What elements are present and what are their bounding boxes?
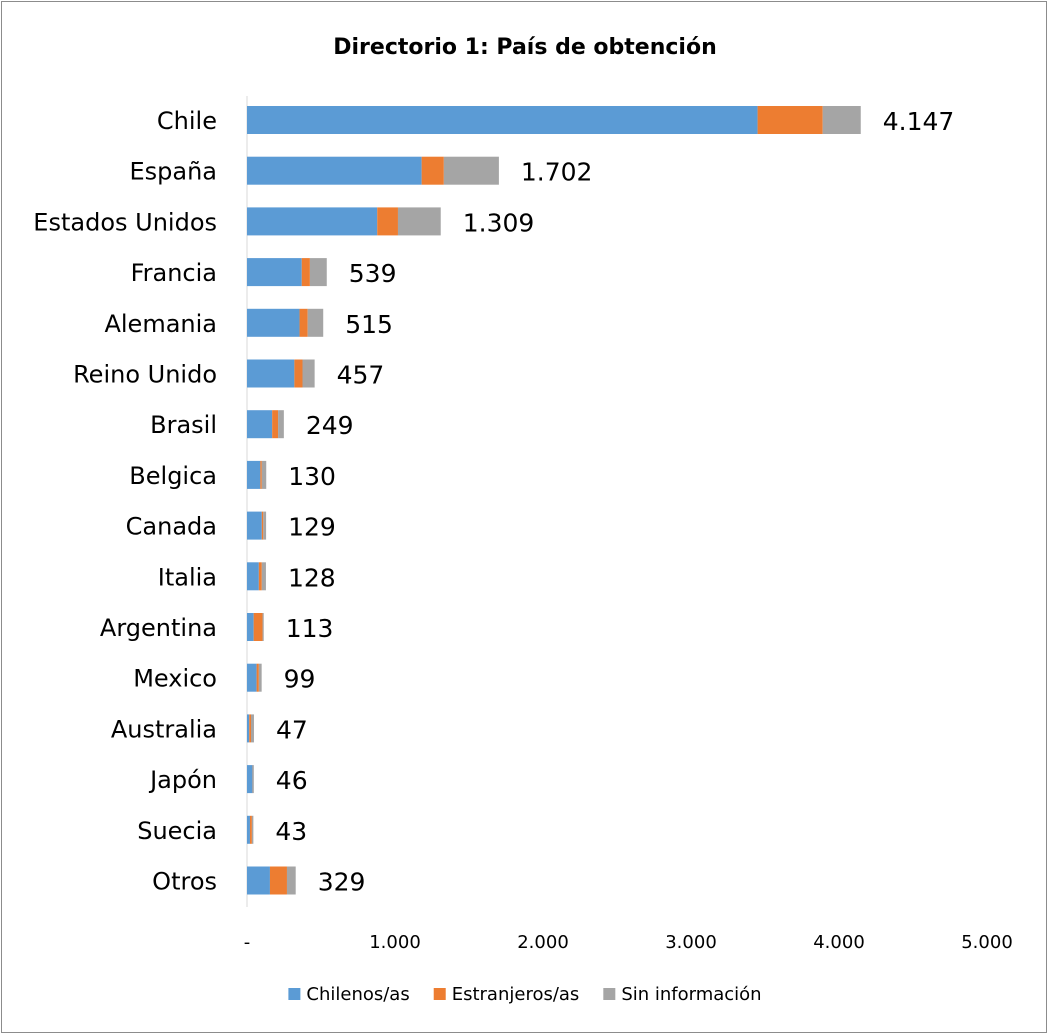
total-label: 99	[284, 665, 316, 694]
bar-segment-sin-informaci-n	[263, 511, 267, 540]
bar-segment-estranjeros-as	[261, 511, 264, 540]
category-label: Argentina	[100, 614, 217, 642]
bar-segment-estranjeros-as	[260, 460, 262, 489]
bar-segment-estranjeros-as	[258, 562, 262, 591]
category-label: Brasil	[150, 411, 217, 439]
bar-segment-sin-informaci-n	[397, 207, 441, 236]
category-label: Italia	[158, 563, 217, 591]
bar-segment-chilenos-as	[247, 106, 758, 134]
bar-segment-sin-informaci-n	[250, 714, 254, 743]
category-label: Alemania	[104, 310, 217, 338]
bar-segment-estranjeros-as	[421, 156, 444, 185]
legend-swatch	[288, 988, 301, 1000]
bar-segment-chilenos-as	[247, 359, 295, 388]
bar-segment-sin-informaci-n	[278, 410, 284, 439]
bar-segment-estranjeros-as	[294, 359, 303, 388]
bar-segment-sin-informaci-n	[261, 562, 266, 591]
total-label: 515	[345, 310, 393, 339]
x-tick-label: 5.000	[961, 932, 1013, 953]
bar-segment-estranjeros-as	[299, 308, 308, 337]
category-label: Japón	[148, 766, 217, 794]
bar-segment-chilenos-as	[247, 815, 250, 844]
x-tick-label: 3.000	[665, 932, 717, 953]
category-label: Suecia	[137, 817, 217, 845]
total-label: 1.702	[521, 158, 593, 187]
legend-label: Sin información	[621, 984, 761, 1005]
total-label: 43	[275, 817, 307, 846]
bar-segment-sin-informaci-n	[252, 765, 254, 794]
bar-segment-chilenos-as	[247, 511, 262, 540]
chart-title: Directorio 1: País de obtención	[333, 35, 717, 60]
bar-segment-estranjeros-as	[256, 663, 259, 692]
bar-segment-chilenos-as	[247, 562, 259, 591]
bar-segment-sin-informaci-n	[251, 815, 254, 844]
total-label: 113	[286, 614, 334, 643]
bar-segment-chilenos-as	[247, 714, 250, 743]
category-label: Mexico	[133, 665, 217, 693]
bar-segment-sin-informaci-n	[307, 308, 324, 337]
bar-segment-chilenos-as	[247, 765, 253, 794]
bar-segment-chilenos-as	[247, 258, 302, 287]
total-label: 329	[318, 868, 366, 897]
total-label: 4.147	[883, 107, 955, 136]
bar-segment-estranjeros-as	[269, 866, 287, 895]
bar-segment-estranjeros-as	[249, 815, 252, 844]
bar-segment-chilenos-as	[247, 613, 254, 641]
bars-group	[247, 106, 861, 895]
total-label: 457	[337, 361, 385, 390]
legend-swatch	[433, 988, 446, 1000]
legend: Chilenos/as Estranjeros/as Sin información	[288, 984, 762, 1005]
bar-segment-sin-informaci-n	[262, 613, 264, 641]
total-label: 130	[288, 462, 336, 491]
x-tick-label: 2.000	[517, 932, 569, 953]
total-label: 47	[276, 715, 308, 744]
category-label: Estados Unidos	[33, 208, 217, 236]
bar-segment-estranjeros-as	[377, 207, 398, 236]
bar-segment-estranjeros-as	[272, 410, 279, 439]
bar-segment-sin-informaci-n	[261, 460, 267, 489]
x-tick-label: 4.000	[813, 932, 865, 953]
bar-segment-chilenos-as	[247, 156, 422, 185]
bar-segment-chilenos-as	[247, 663, 257, 692]
labels-group: Chile 4.147 España 1.702 Estados Unidos 1.309…	[33, 107, 954, 897]
category-label: Chile	[157, 107, 217, 135]
total-label: 129	[288, 513, 336, 542]
bar-segment-sin-informaci-n	[302, 359, 315, 388]
bar-segment-estranjeros-as	[757, 106, 823, 134]
category-label: Otros	[152, 868, 217, 896]
x-tick-label: 1.000	[369, 932, 421, 953]
bar-segment-chilenos-as	[247, 308, 300, 337]
bar-segment-estranjeros-as	[249, 714, 251, 743]
total-label: 539	[349, 259, 397, 288]
bar-segment-chilenos-as	[247, 460, 261, 489]
bar-segment-chilenos-as	[247, 207, 378, 236]
category-label: Francia	[131, 259, 217, 287]
bar-segment-estranjeros-as	[301, 258, 310, 287]
total-label: 128	[288, 563, 336, 592]
x-tick-label: -	[244, 932, 251, 953]
total-label: 46	[276, 766, 308, 795]
bar-segment-sin-informaci-n	[258, 663, 262, 692]
total-label: 1.309	[463, 208, 535, 237]
category-label: Belgica	[129, 462, 217, 490]
bar-segment-chilenos-as	[247, 866, 270, 895]
bar-segment-chilenos-as	[247, 410, 273, 439]
total-label: 249	[306, 411, 354, 440]
legend-swatch	[603, 988, 616, 1000]
legend-label: Chilenos/as	[306, 984, 409, 1005]
bar-segment-sin-informaci-n	[286, 866, 296, 895]
category-label: Australia	[111, 715, 217, 743]
category-label: Reino Unido	[73, 361, 217, 389]
category-label: España	[129, 158, 217, 186]
bar-segment-estranjeros-as	[253, 613, 263, 641]
bar-segment-sin-informaci-n	[822, 106, 861, 134]
bar-segment-sin-informaci-n	[443, 156, 499, 185]
legend-label: Estranjeros/as	[452, 984, 580, 1005]
category-label: Canada	[126, 513, 217, 541]
bar-segment-sin-informaci-n	[309, 258, 327, 287]
